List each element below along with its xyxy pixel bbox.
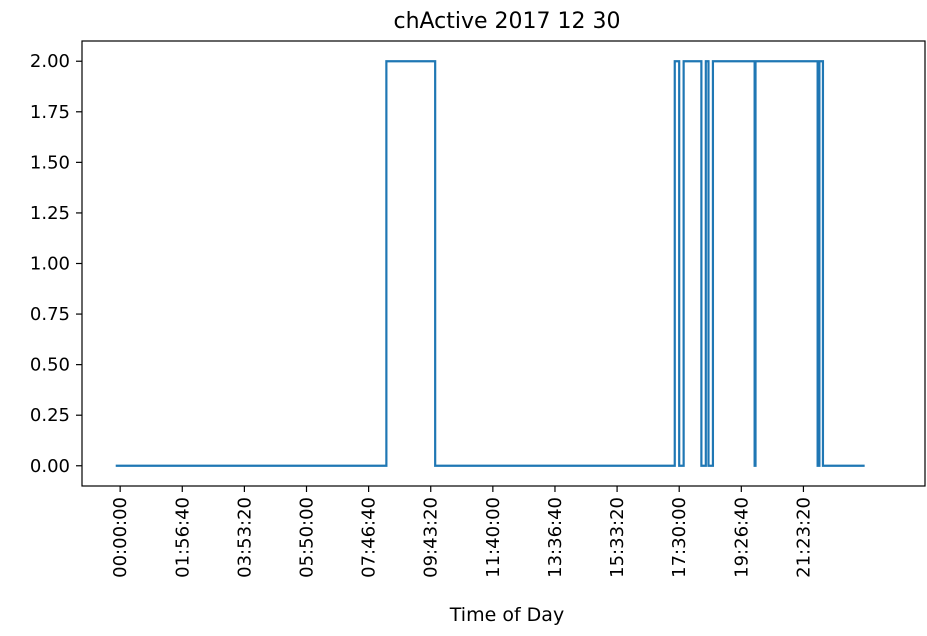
plot-area [81,40,926,487]
y-tick-label: 0.00 [30,456,70,477]
x-tick-label: 05:50:00 [297,497,318,578]
y-tick-label: 1.00 [30,254,70,275]
y-tick-label: 0.75 [30,304,70,325]
y-tick-label: 0.25 [30,405,70,426]
series-line-0 [115,60,865,467]
chart-title: chActive 2017 12 30 [393,9,620,34]
x-tick-label: 07:46:40 [359,497,380,578]
y-tick-label: 1.25 [30,203,70,224]
x-tick-label: 01:56:40 [172,497,193,578]
x-tick-label: 00:00:00 [110,497,131,578]
x-axis-label: Time of Day [449,604,564,626]
x-tick-label: 17:30:00 [669,497,690,578]
x-tick-label: 21:23:20 [793,497,814,578]
x-tick-label: 09:43:20 [421,497,442,578]
y-tick-label: 2.00 [30,51,70,72]
y-tick-label: 1.75 [30,102,70,123]
y-axis: 0.00 0.25 0.50 0.75 1.00 1.25 1.50 1.75 2.00 [30,51,82,477]
axes-frame [81,40,926,487]
x-tick-label: 11:40:00 [483,497,504,578]
x-tick-label: 15:33:20 [607,497,628,578]
x-axis: 00:00:00 01:56:40 03:53:20 05:50:00 07:46:40… [110,486,814,578]
y-tick-label: 1.50 [30,152,70,173]
y-tick-label: 0.50 [30,355,70,376]
x-tick-label: 13:36:40 [545,497,566,578]
x-tick-label: 19:26:40 [731,497,752,578]
x-tick-label: 03:53:20 [234,497,255,578]
